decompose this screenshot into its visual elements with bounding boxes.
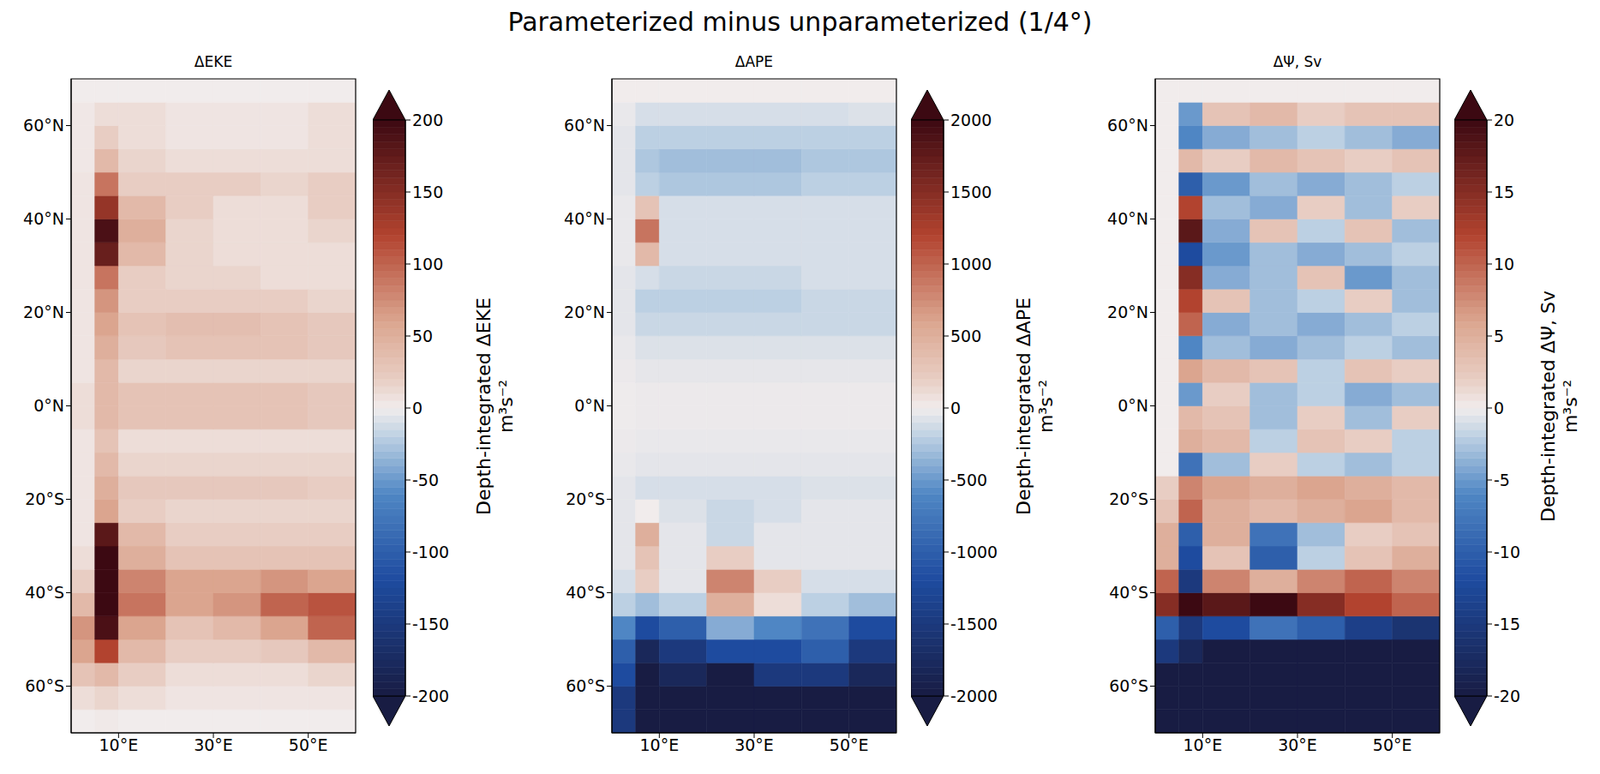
svg-text:20: 20 (1493, 110, 1515, 130)
svg-text:20°N: 20°N (563, 302, 606, 322)
html-text:m³s⁻²: m³s⁻² (1035, 379, 1057, 433)
svg-text:60°N: 60°N (563, 115, 606, 135)
svg-text:20°S: 20°S (24, 489, 65, 509)
svg-text:40°S: 40°S (1108, 582, 1149, 602)
svg-text:40°S: 40°S (24, 582, 65, 602)
svg-text:30°E: 30°E (734, 735, 774, 755)
svg-text:50°E: 50°E (1372, 735, 1413, 755)
html-text:ΔΨ, Sv: ΔΨ, Sv (1273, 53, 1322, 71)
svg-text:100: 100 (412, 254, 444, 274)
svg-text:10°E: 10°E (98, 735, 138, 755)
svg-text:50: 50 (412, 326, 433, 346)
svg-text:60°S: 60°S (1108, 676, 1149, 696)
svg-text:-20: -20 (1493, 686, 1521, 706)
svg-text:500: 500 (950, 326, 982, 346)
svg-text:60°N: 60°N (1107, 115, 1149, 135)
svg-text:-100: -100 (412, 542, 450, 562)
svg-text:15: 15 (1493, 182, 1515, 202)
svg-text:40°N: 40°N (23, 209, 65, 228)
svg-text:0: 0 (1493, 398, 1505, 418)
svg-text:40°S: 40°S (565, 582, 606, 602)
svg-text:10: 10 (1493, 254, 1515, 274)
html-text:Depth-integrated ΔAPE: Depth-integrated ΔAPE (1012, 296, 1035, 515)
svg-text:-50: -50 (412, 470, 439, 490)
svg-text:1500: 1500 (950, 182, 992, 202)
svg-text:-2000: -2000 (950, 686, 998, 706)
svg-text:50°E: 50°E (288, 735, 329, 755)
html-text:Parameterized minus unparamete: Parameterized minus unparameterized (1/4… (507, 6, 1093, 37)
svg-text:2000: 2000 (950, 110, 992, 130)
svg-text:10°E: 10°E (639, 735, 679, 755)
svg-text:-200: -200 (412, 686, 450, 706)
svg-text:-500: -500 (950, 470, 988, 490)
svg-text:0°N: 0°N (33, 395, 65, 415)
svg-text:60°N: 60°N (23, 115, 65, 135)
html-text:Depth-integrated ΔΨ, Sv: Depth-integrated ΔΨ, Sv (1537, 290, 1559, 522)
svg-text:20°S: 20°S (565, 489, 606, 509)
svg-text:-1000: -1000 (950, 542, 998, 562)
svg-text:20°N: 20°N (1107, 302, 1149, 322)
svg-text:-10: -10 (1493, 542, 1521, 562)
svg-text:60°S: 60°S (24, 676, 65, 696)
svg-text:150: 150 (412, 182, 444, 202)
svg-text:60°S: 60°S (565, 676, 606, 696)
svg-text:20°S: 20°S (1108, 489, 1149, 509)
svg-text:0: 0 (412, 398, 423, 418)
html-text:m³s⁻²: m³s⁻² (1559, 379, 1582, 433)
svg-text:-1500: -1500 (950, 614, 998, 634)
svg-text:0: 0 (950, 398, 961, 418)
svg-text:20°N: 20°N (23, 302, 65, 322)
svg-text:200: 200 (412, 110, 444, 130)
svg-text:40°N: 40°N (1107, 209, 1149, 228)
html-text:ΔEKE: ΔEKE (194, 53, 233, 71)
svg-text:50°E: 50°E (829, 735, 869, 755)
svg-text:30°E: 30°E (193, 735, 234, 755)
svg-text:30°E: 30°E (1277, 735, 1318, 755)
svg-text:40°N: 40°N (563, 209, 606, 228)
svg-text:0°N: 0°N (1117, 395, 1149, 415)
html-text:ΔAPE: ΔAPE (735, 53, 774, 71)
svg-text:1000: 1000 (950, 254, 992, 274)
svg-text:0°N: 0°N (574, 395, 606, 415)
svg-text:5: 5 (1493, 326, 1505, 346)
html-text:Depth-integrated ΔEKE: Depth-integrated ΔEKE (473, 296, 495, 515)
svg-text:10°E: 10°E (1182, 735, 1223, 755)
svg-text:-15: -15 (1493, 614, 1521, 634)
svg-text:-5: -5 (1493, 470, 1511, 490)
svg-text:-150: -150 (412, 614, 450, 634)
html-text:m³s⁻²: m³s⁻² (495, 379, 517, 433)
